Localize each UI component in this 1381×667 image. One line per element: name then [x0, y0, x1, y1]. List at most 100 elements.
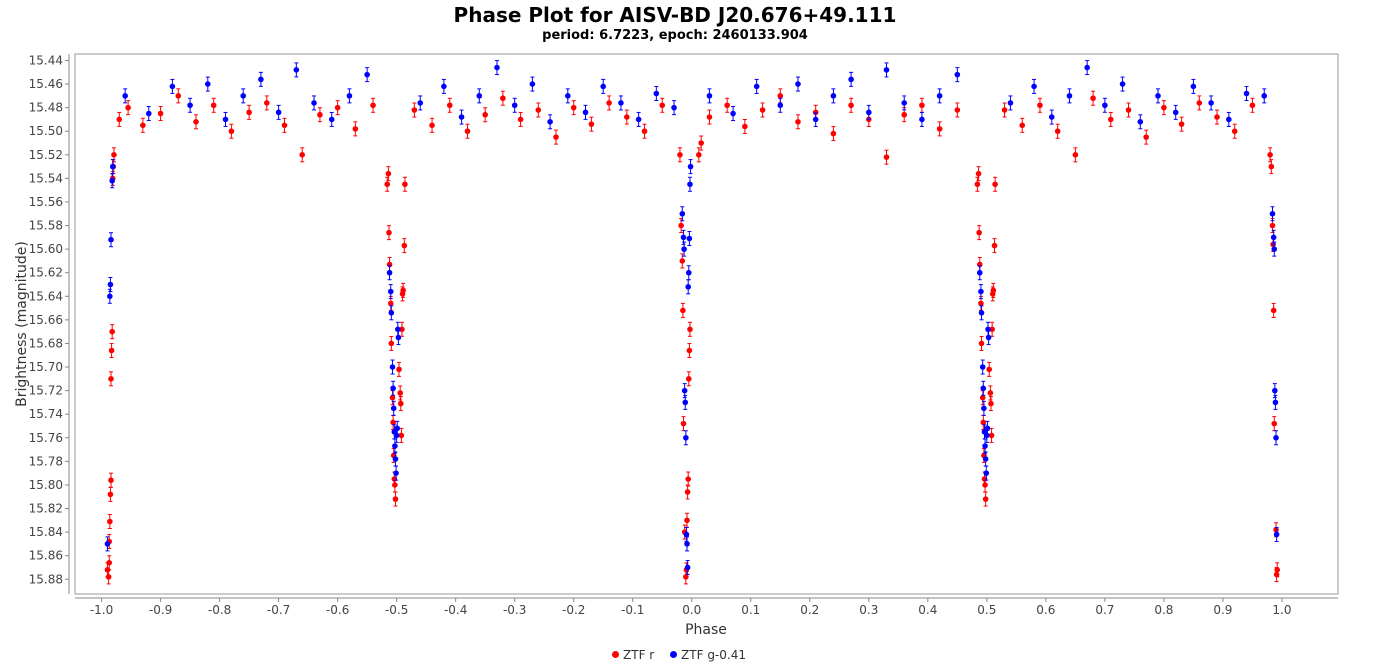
- data-point: [398, 432, 405, 439]
- data-point: [107, 293, 113, 300]
- data-point: [982, 496, 989, 502]
- data-point: [624, 114, 630, 120]
- data-point: [830, 130, 837, 137]
- data-point: [446, 102, 453, 109]
- data-point: [1137, 118, 1144, 125]
- data-point: [517, 116, 524, 123]
- data-point: [975, 170, 982, 177]
- legend-label-ztf-r: ZTF r: [623, 648, 655, 662]
- data-point: [812, 116, 819, 123]
- data-point: [991, 242, 998, 249]
- data-point: [1001, 107, 1008, 113]
- data-point: [983, 470, 990, 476]
- data-point: [1161, 104, 1167, 111]
- data-point: [988, 400, 994, 407]
- data-point: [686, 235, 693, 242]
- data-point: [919, 116, 925, 123]
- data-point: [936, 93, 943, 99]
- data-point: [157, 110, 164, 117]
- data-point: [618, 100, 624, 106]
- data-point: [1273, 434, 1279, 441]
- data-point: [384, 181, 391, 188]
- data-point: [989, 326, 995, 333]
- data-point: [979, 364, 986, 370]
- data-point: [1261, 93, 1268, 99]
- data-point: [317, 111, 323, 118]
- chart-subtitle: period: 6.7223, epoch: 2460133.904: [542, 28, 808, 43]
- data-point: [105, 574, 112, 580]
- y-tick-label: 15.66: [29, 313, 63, 327]
- series-ztf-g: [104, 60, 1280, 575]
- data-point: [392, 443, 398, 449]
- data-point: [677, 152, 683, 158]
- data-point: [411, 107, 418, 113]
- data-point: [685, 476, 692, 482]
- data-point: [724, 102, 730, 109]
- legend-marker-ztf-g: [670, 651, 678, 658]
- data-point: [679, 210, 686, 217]
- data-point: [441, 83, 447, 90]
- data-point: [429, 122, 435, 129]
- data-point: [210, 102, 217, 109]
- data-point: [1072, 152, 1079, 158]
- y-tick-label: 15.88: [29, 572, 63, 586]
- x-axis-title: Phase: [685, 622, 727, 638]
- data-point: [386, 269, 393, 276]
- data-point: [681, 246, 687, 252]
- data-point: [978, 340, 985, 347]
- y-tick-label: 15.76: [29, 431, 63, 445]
- y-tick-label: 15.82: [29, 502, 63, 516]
- y-tick-label: 15.78: [29, 454, 63, 468]
- data-point: [393, 470, 399, 476]
- data-point: [264, 100, 270, 106]
- data-point: [529, 81, 536, 87]
- data-point: [901, 111, 908, 118]
- data-point: [1066, 93, 1073, 99]
- plot-area: [74, 53, 1339, 595]
- data-point: [553, 134, 559, 140]
- data-point: [389, 364, 396, 370]
- data-point: [985, 326, 991, 333]
- data-point: [334, 104, 341, 111]
- x-tick-label: 0.6: [1036, 603, 1055, 617]
- data-point: [848, 102, 854, 109]
- legend-marker-ztf-r: [612, 651, 620, 658]
- data-point: [985, 334, 992, 341]
- data-point: [1107, 116, 1114, 123]
- data-point: [464, 128, 471, 135]
- legend-item-ztf-r: ZTF r: [612, 648, 654, 662]
- data-point: [1267, 152, 1273, 158]
- data-point: [458, 114, 465, 120]
- data-point: [686, 347, 693, 354]
- data-point: [1273, 531, 1280, 538]
- data-point: [388, 309, 395, 316]
- data-point: [1271, 246, 1278, 252]
- y-tick-label: 15.86: [29, 549, 63, 563]
- data-point: [258, 76, 264, 83]
- x-tick-label: -1.0: [90, 603, 113, 617]
- y-tick-label: 15.60: [29, 242, 63, 256]
- x-tick-label: 0.1: [741, 603, 760, 617]
- x-tick-label: -0.6: [326, 603, 349, 617]
- data-point: [1249, 102, 1256, 109]
- data-point: [1274, 567, 1281, 573]
- data-point: [482, 111, 488, 118]
- x-tick-label: -0.7: [267, 603, 290, 617]
- data-point: [706, 93, 713, 99]
- y-tick-label: 15.44: [29, 53, 63, 67]
- legend: ZTF r ZTF g-0.41: [0, 648, 1358, 662]
- y-tick-label: 15.74: [29, 407, 63, 421]
- data-point: [1019, 122, 1026, 129]
- data-point: [511, 102, 518, 109]
- data-point: [281, 122, 288, 129]
- x-tick-label: -0.2: [562, 603, 585, 617]
- data-point: [936, 126, 943, 132]
- data-point: [116, 116, 123, 123]
- data-point: [387, 288, 394, 295]
- data-point: [978, 300, 984, 307]
- data-point: [588, 121, 595, 127]
- data-point: [683, 434, 689, 441]
- data-point: [399, 326, 405, 333]
- data-point: [240, 93, 247, 99]
- data-point: [570, 104, 577, 111]
